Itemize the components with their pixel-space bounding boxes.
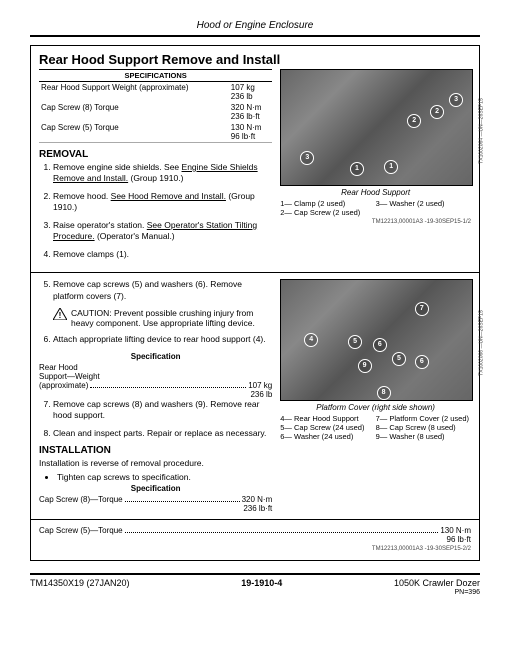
legend-item: 9— Washer (8 used): [376, 432, 471, 441]
spec-val: 320 N·m236 lb·ft: [229, 102, 272, 122]
step: Remove engine side shields. See Engine S…: [53, 162, 272, 185]
spec-val: 130 N·m96 lb·ft: [229, 122, 272, 143]
section-code: TM12213,00001A3 -19-30SEP15-1/2: [280, 219, 471, 225]
install-heading: INSTALLATION: [39, 445, 272, 456]
caution-text: CAUTION: Prevent possible crushing injur…: [71, 308, 272, 328]
inline-spec-label: Rear Hood: [39, 363, 272, 372]
callout-bubble: 4: [304, 333, 318, 347]
inline-spec-label: Support—Weight: [39, 372, 272, 381]
spec-table: SPECIFICATIONS Rear Hood Support Weight …: [39, 69, 272, 143]
figure-code: TX1002064 —UN—26SEP15: [479, 98, 485, 164]
divider: [31, 272, 479, 273]
figure-caption: Platform Cover (right side shown): [280, 403, 471, 412]
section-code: TM12213,00001A3 -19-30SEP15-2/2: [39, 546, 471, 552]
spec-table-header: SPECIFICATIONS: [39, 70, 272, 82]
step: Clean and inspect parts. Repair or repla…: [53, 428, 272, 439]
legend-item: 4— Rear Hood Support: [280, 414, 375, 423]
step: Remove clamps (1).: [53, 249, 272, 260]
callout-bubble: 5: [348, 335, 362, 349]
callout-bubble: 8: [377, 386, 391, 400]
removal-heading: REMOVAL: [39, 149, 272, 160]
callout-bubble: 6: [415, 355, 429, 369]
footer-pn: PN=396: [30, 589, 480, 596]
main-container: Rear Hood Support Remove and Install SPE…: [30, 45, 480, 561]
steps-continued: Attach appropriate lifting device to rea…: [39, 334, 272, 345]
callout-bubble: 2: [407, 114, 421, 128]
figure-legend: 1— Clamp (2 used) 3— Washer (2 used) 2— …: [280, 199, 471, 217]
spec-val2: 96 lb·ft: [39, 535, 471, 544]
footer-left: TM14350X19 (27JAN20): [30, 578, 130, 588]
legend-item: 6— Washer (24 used): [280, 432, 375, 441]
callout-bubble: 1: [350, 162, 364, 176]
spec-label: Cap Screw (5) Torque: [39, 122, 229, 143]
spec-label: Cap Screw (8) Torque: [39, 102, 229, 122]
svg-text:!: !: [59, 311, 62, 320]
callout-bubble: 5: [392, 352, 406, 366]
spec-val2: 236 lb: [39, 390, 272, 399]
figure-caption: Rear Hood Support: [280, 188, 471, 197]
dotted-spec: (approximate)107 kg: [39, 381, 272, 390]
spec-val2: 236 lb·ft: [39, 504, 272, 513]
dotted-spec: Cap Screw (5)—Torque130 N·m: [39, 526, 471, 535]
spec-label: Rear Hood Support Weight (approximate): [39, 82, 229, 103]
legend-item: 8— Cap Screw (8 used): [376, 423, 471, 432]
caution-icon: !: [53, 308, 67, 320]
steps-continued: Remove cap screws (5) and washers (6). R…: [39, 279, 272, 302]
removal-steps: Remove engine side shields. See Engine S…: [39, 162, 272, 260]
callout-bubble: 7: [415, 302, 429, 316]
figure-1: TX1002064 —UN—26SEP15 311223: [280, 69, 473, 186]
footer-center: 19-1910-4: [241, 578, 282, 588]
callout-bubble: 2: [430, 105, 444, 119]
callout-bubble: 1: [384, 160, 398, 174]
figure-2: TX1002066 —UN—26SEP15 75649568: [280, 279, 473, 401]
step: Remove cap screws (5) and washers (6). R…: [53, 279, 272, 302]
caution-block: ! CAUTION: Prevent possible crushing inj…: [53, 308, 272, 328]
page-footer: TM14350X19 (27JAN20) 19-1910-4 1050K Cra…: [30, 573, 480, 588]
footer-right: 1050K Crawler Dozer: [394, 578, 480, 588]
spec-val: 107 kg236 lb: [229, 82, 272, 103]
figure-code: TX1002066 —UN—26SEP15: [479, 310, 485, 376]
step: Remove cap screws (8) and washers (9). R…: [53, 399, 272, 422]
legend-item: 7— Platform Cover (2 used): [376, 414, 471, 423]
legend-item: 1— Clamp (2 used): [280, 199, 375, 208]
page-header: Hood or Engine Enclosure: [30, 20, 480, 37]
legend-item: [376, 208, 471, 217]
figure-legend: 4— Rear Hood Support 7— Platform Cover (…: [280, 414, 471, 441]
steps-continued: Remove cap screws (8) and washers (9). R…: [39, 399, 272, 439]
divider: [31, 519, 479, 520]
callout-bubble: 3: [449, 93, 463, 107]
spec-subhead: Specification: [39, 352, 272, 361]
step: Raise operator's station. See Operator's…: [53, 220, 272, 243]
callout-bubble: 6: [373, 338, 387, 352]
doc-title: Rear Hood Support Remove and Install: [39, 52, 471, 67]
legend-item: 3— Washer (2 used): [376, 199, 471, 208]
bullet: Tighten cap screws to specification.: [57, 472, 272, 482]
install-bullets: Tighten cap screws to specification.: [39, 472, 272, 482]
spec-subhead: Specification: [39, 484, 272, 493]
callout-bubble: 3: [300, 151, 314, 165]
dotted-spec: Cap Screw (8)—Torque320 N·m: [39, 495, 272, 504]
legend-item: 2— Cap Screw (2 used): [280, 208, 375, 217]
callout-bubble: 9: [358, 359, 372, 373]
step: Remove hood. See Hood Remove and Install…: [53, 191, 272, 214]
legend-item: 5— Cap Screw (24 used): [280, 423, 375, 432]
install-text: Installation is reverse of removal proce…: [39, 458, 272, 468]
step: Attach appropriate lifting device to rea…: [53, 334, 272, 345]
